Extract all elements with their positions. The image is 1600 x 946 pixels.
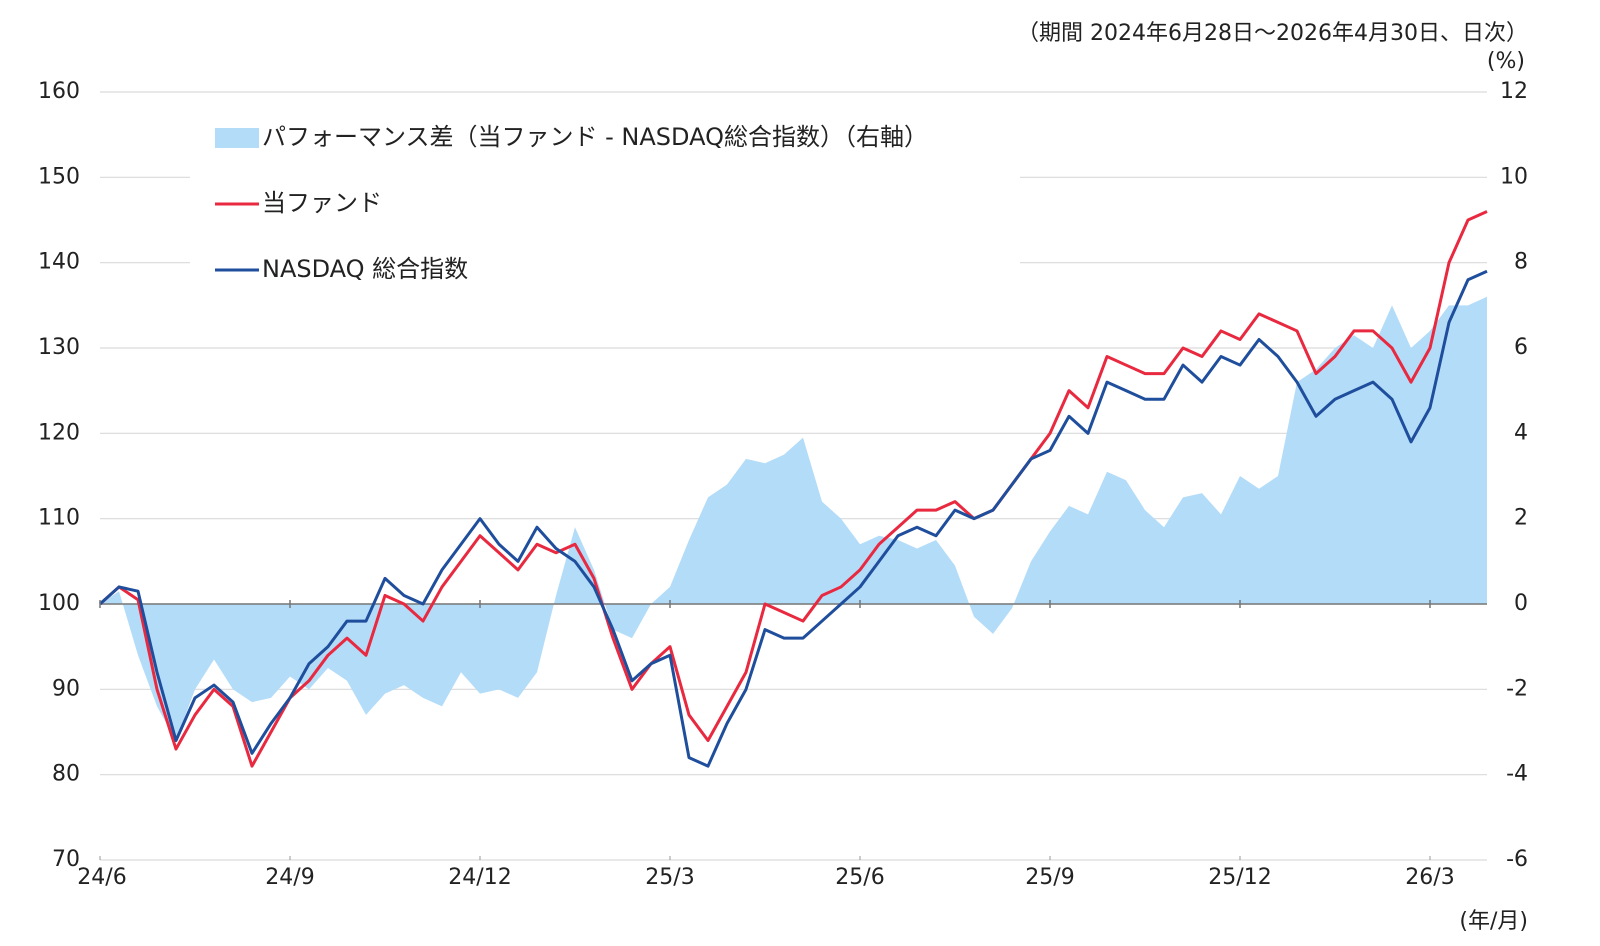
x-tick-label: 24/9 — [265, 865, 314, 890]
legend-label: NASDAQ 総合指数 — [262, 255, 468, 283]
y-tick-label: 100 — [38, 591, 80, 616]
x-unit: (年/月) — [1459, 909, 1528, 934]
y2-tick-label: 4 — [1514, 420, 1528, 445]
y2-tick-label: 6 — [1514, 335, 1528, 360]
y-tick-label: 160 — [38, 79, 80, 104]
y-tick-label: 140 — [38, 250, 80, 275]
performance-area — [100, 296, 1487, 741]
top-layer: パフォーマンス差（当ファンド - NASDAQ総合指数）（右軸） 当ファンド NAS… — [190, 108, 1020, 298]
y-tick-label: 70 — [52, 847, 80, 872]
y2-tick-label: -4 — [1506, 762, 1528, 787]
series-line — [98, 210, 1488, 768]
y-tick-label: 80 — [52, 762, 80, 787]
data-layer — [98, 210, 1488, 768]
period-note: （期間 2024年6月28日～2026年4月30日、日次） — [1017, 21, 1528, 46]
y2-tick-label: 12 — [1500, 79, 1528, 104]
x-tick-label: 24/12 — [448, 865, 511, 890]
y-tick-label: 90 — [52, 676, 80, 701]
y2-tick-label: 10 — [1500, 164, 1528, 189]
x-tick-label: 25/9 — [1025, 865, 1074, 890]
legend-swatch — [215, 128, 259, 148]
legend-box — [190, 108, 1020, 298]
y-tick-label: 120 — [38, 420, 80, 445]
y2-tick-label: 8 — [1514, 250, 1528, 275]
y2-unit: (%) — [1487, 49, 1525, 74]
y2-tick-label: -2 — [1506, 676, 1528, 701]
series-line — [98, 269, 1488, 768]
y-tick-label: 110 — [38, 506, 80, 531]
y2-tick-label: -6 — [1506, 847, 1528, 872]
x-tick-label: 26/3 — [1405, 865, 1454, 890]
y2-tick-label: 2 — [1514, 506, 1528, 531]
y-tick-label: 150 — [38, 164, 80, 189]
y-tick-label: 130 — [38, 335, 80, 360]
x-tick-label: 24/6 — [77, 865, 126, 890]
y2-tick-label: 0 — [1514, 591, 1528, 616]
x-tick-label: 25/6 — [835, 865, 884, 890]
legend-label: 当ファンド — [262, 189, 382, 217]
x-tick-label: 25/12 — [1208, 865, 1271, 890]
x-tick-label: 25/3 — [645, 865, 694, 890]
legend-label: パフォーマンス差（当ファンド - NASDAQ総合指数）（右軸） — [262, 123, 928, 151]
